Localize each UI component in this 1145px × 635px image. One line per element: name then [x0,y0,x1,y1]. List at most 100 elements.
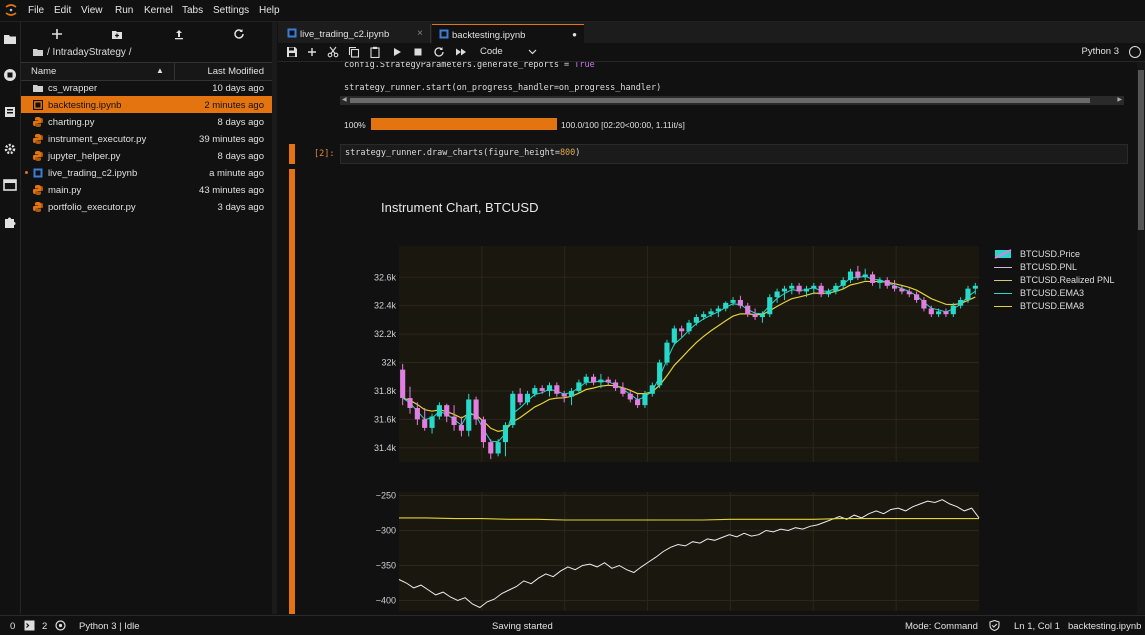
file-name: portfolio_executor.py [48,202,136,213]
python-file-icon [33,151,43,161]
file-row-portfolio-executor[interactable]: portfolio_executor.py 3 days ago [21,198,272,215]
property-inspector-icon[interactable] [3,142,17,156]
tabs-icon[interactable] [3,178,17,192]
file-name: charting.py [48,117,95,128]
cut-icon[interactable] [327,46,339,58]
tab-live-trading[interactable]: live_trading_c2.ipynb × [280,24,431,43]
folder-icon [33,85,43,92]
candle-body [576,382,582,391]
candle-body [495,442,501,454]
jupyter-logo-icon[interactable] [4,3,18,17]
cell-collapser[interactable] [289,144,295,164]
candle-body [701,314,707,318]
panel-splitter[interactable] [272,22,277,614]
copy-icon[interactable] [348,46,360,58]
candle-body [892,285,898,289]
menu-file[interactable]: File [28,5,45,16]
code-line[interactable]: strategy_runner.draw_charts(figure_heigh… [345,148,580,158]
code-line[interactable]: config.StrategyParameters.generate_repor… [344,62,595,70]
paste-icon[interactable] [369,46,381,58]
menu-view[interactable]: View [81,5,103,16]
menu-edit[interactable]: Edit [54,5,72,16]
status-count[interactable]: 0 [10,621,16,632]
new-launcher-icon[interactable] [51,28,63,40]
horizontal-scrollbar[interactable]: ◀ ▶ [340,96,1124,105]
fast-forward-icon[interactable] [455,46,467,58]
menu-help[interactable]: Help [259,5,280,16]
tab-backtesting[interactable]: backtesting.ipynb ● [432,24,584,44]
file-row-backtesting[interactable]: backtesting.ipynb 2 minutes ago [21,96,272,113]
terminal-icon[interactable] [24,620,35,631]
candle-body [502,425,509,443]
candle-body [789,285,795,289]
candle-body [664,342,670,363]
output-collapser[interactable] [289,169,295,614]
folder-icon[interactable] [3,32,17,46]
candle-body [671,328,677,343]
scroll-left-icon[interactable]: ◀ [342,97,347,103]
shield-check-icon[interactable] [989,620,1000,631]
refresh-icon[interactable] [233,28,245,40]
candle-body [407,398,413,408]
y-tick-label: 32.2k [374,329,397,339]
candle-body [936,311,942,315]
run-icon[interactable] [391,46,403,58]
file-row-cs-wrapper[interactable]: cs_wrapper 10 days ago [21,79,272,96]
new-folder-icon[interactable] [111,28,123,40]
kernel-icon[interactable] [55,620,66,631]
file-row-instrument-executor[interactable]: instrument_executor.py 39 minutes ago [21,130,272,147]
candle-body [833,285,839,292]
code-cell-input[interactable]: strategy_runner.draw_charts(figure_heigh… [340,144,1128,164]
vertical-scrollbar[interactable] [1137,62,1145,614]
code-line[interactable]: strategy_runner.start(on_progress_handle… [344,83,662,93]
unsaved-dot-icon[interactable]: ● [572,30,577,39]
candle-body [642,393,648,406]
kernel-status[interactable]: Python 3 | Idle [79,621,140,632]
stop-icon[interactable] [412,46,424,58]
candle-body [546,385,553,391]
terminal-count[interactable]: 2 [42,621,48,632]
code-text: config.StrategyParameters.generate_repor… [344,62,575,70]
upload-icon[interactable] [173,28,185,40]
candle-body [613,382,619,389]
menu-kernel[interactable]: Kernel [144,5,173,16]
menu-tabs[interactable]: Tabs [182,5,204,16]
column-divider[interactable] [174,63,175,80]
commands-icon[interactable] [3,105,17,119]
file-row-jupyter-helper[interactable]: jupyter_helper.py 8 days ago [21,147,272,164]
kernel-name[interactable]: Python 3 [1081,46,1120,57]
candle-body [965,288,971,300]
column-last-modified[interactable]: Last Modified [207,66,264,77]
sort-up-icon[interactable]: ▲ [156,66,164,75]
file-row-main[interactable]: main.py 43 minutes ago [21,181,272,198]
candle-body [877,280,883,283]
candle-body [693,317,699,323]
chevron-down-icon[interactable] [528,47,537,56]
running-icon[interactable] [3,68,17,82]
menu-settings[interactable]: Settings [213,5,250,16]
file-row-charting[interactable]: charting.py 8 days ago [21,113,272,130]
candle-body [825,291,832,295]
progress-bar [371,118,557,130]
notebook-icon [33,100,43,110]
notebook-icon [439,29,449,39]
progress-percent: 100% [344,120,366,130]
restart-icon[interactable] [433,46,445,58]
cell-type-select[interactable]: Code [480,46,503,57]
scroll-right-icon[interactable]: ▶ [1117,97,1122,103]
file-row-live-trading[interactable]: live_trading_c2.ipynb a minute ago [21,164,272,181]
column-name[interactable]: Name [31,66,57,77]
scrollbar-thumb[interactable] [1138,70,1144,230]
candle-body [972,285,978,289]
scrollbar-thumb[interactable] [350,98,1090,103]
insert-cell-icon[interactable] [306,46,318,58]
candle-body [436,405,442,417]
extension-icon[interactable] [3,215,17,229]
save-icon[interactable] [286,46,298,58]
menu-run[interactable]: Run [115,5,134,16]
close-icon[interactable]: × [417,28,423,39]
mode-indicator[interactable]: Mode: Command [905,621,978,632]
breadcrumb-path[interactable]: / IntradayStrategy / [47,47,132,58]
candle-body [620,388,626,394]
cursor-position[interactable]: Ln 1, Col 1 [1014,621,1060,632]
